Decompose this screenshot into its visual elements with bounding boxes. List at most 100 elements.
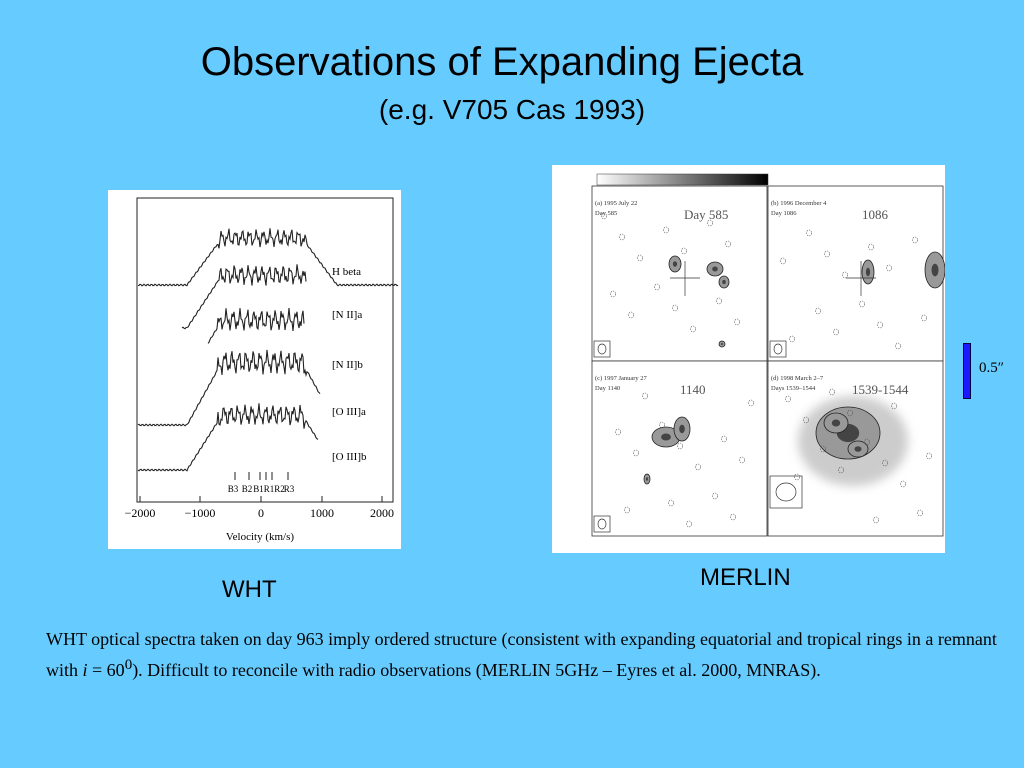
noise-contour xyxy=(610,290,616,298)
text: WHT optical spectra taken on day 963 imp… xyxy=(46,629,997,680)
noise-contour xyxy=(815,307,821,315)
noise-contour xyxy=(668,499,674,507)
noise-contour xyxy=(633,449,639,457)
noise-contour xyxy=(642,392,648,400)
spectrum-curve xyxy=(137,403,319,472)
beam-box xyxy=(593,515,611,533)
noise-contour xyxy=(659,421,665,429)
beam-box xyxy=(593,340,611,358)
noise-contour xyxy=(730,513,736,521)
text: ). Difficult to reconcile with radio obs… xyxy=(132,660,821,680)
noise-contour xyxy=(891,402,897,410)
subtitle: (e.g. V705 Cas 1993) xyxy=(378,94,646,125)
map-panel xyxy=(591,360,768,537)
emission-core xyxy=(865,267,871,277)
panel-day: Day 1086 xyxy=(771,210,797,217)
panel-label: 1086 xyxy=(862,207,889,222)
emission-core xyxy=(661,433,671,441)
x-tick-label: −1000 xyxy=(185,506,216,520)
emission-core xyxy=(720,342,724,346)
spectrum-curve xyxy=(181,264,307,330)
noise-contour xyxy=(824,250,830,258)
title: Observations of Expanding Ejecta xyxy=(200,40,804,84)
line-label: [O III]b xyxy=(332,451,367,463)
emission-core xyxy=(722,279,726,285)
noise-contour xyxy=(707,219,713,227)
noise-contour xyxy=(677,442,683,450)
noise-contour xyxy=(882,459,888,467)
noise-contour xyxy=(780,257,786,265)
figure-background xyxy=(108,190,401,549)
spectra-figure: H beta [N II]a [N II]b [O III]a [O III]b B3 B2… xyxy=(108,190,401,549)
plot-frame xyxy=(136,197,394,503)
x-axis-label: Velocity (km/s) xyxy=(226,531,294,543)
noise-contour xyxy=(601,212,607,220)
map-panel xyxy=(767,185,944,362)
noise-contour xyxy=(615,428,621,436)
noise-contour xyxy=(829,388,835,396)
noise-contour xyxy=(921,314,927,322)
x-tick-label: 2000 xyxy=(370,506,394,520)
panel-label: 1539-1544 xyxy=(852,382,909,397)
emission-core xyxy=(712,266,718,272)
panel-day: Day 585 xyxy=(595,210,617,217)
text: i xyxy=(82,660,88,680)
emission-core xyxy=(931,263,939,277)
noise-contour xyxy=(895,342,901,350)
radio-figure: (a) 1995 July 22 Day 585 Day 585 (b) 1996 D… xyxy=(552,165,945,553)
noise-contour xyxy=(926,452,932,460)
panel-label: Day 585 xyxy=(684,207,728,222)
emission-core xyxy=(679,424,685,434)
noise-contour xyxy=(864,438,870,446)
noise-contour xyxy=(739,456,745,464)
beam-box xyxy=(769,475,803,509)
noise-contour xyxy=(654,283,660,291)
noise-contour xyxy=(917,509,923,517)
panel-day: Days 1539–1544 xyxy=(771,385,816,392)
noise-contour xyxy=(803,416,809,424)
noise-contour xyxy=(900,480,906,488)
grayscale-bar xyxy=(596,173,769,186)
line-label: [N II]a xyxy=(332,309,362,321)
noise-contour xyxy=(842,271,848,279)
beam xyxy=(597,343,607,355)
emission-core xyxy=(854,446,862,452)
component-label: B2 xyxy=(242,484,253,494)
noise-contour xyxy=(628,311,634,319)
line-label: H beta xyxy=(332,266,361,278)
body-text: WHT optical spectra taken on day 963 imp… xyxy=(46,626,1006,683)
beam-box xyxy=(769,340,787,358)
noise-contour xyxy=(794,473,800,481)
panel-label: 1140 xyxy=(680,382,706,397)
noise-contour xyxy=(886,264,892,272)
noise-contour xyxy=(838,466,844,474)
noise-contour xyxy=(806,229,812,237)
noise-contour xyxy=(873,516,879,524)
noise-contour xyxy=(868,243,874,251)
noise-contour xyxy=(748,399,754,407)
scale-bar xyxy=(963,343,971,399)
noise-contour xyxy=(734,318,740,326)
noise-contour xyxy=(624,506,630,514)
noise-contour xyxy=(789,335,795,343)
beam xyxy=(773,343,783,355)
noise-contour xyxy=(877,321,883,329)
emission-core xyxy=(831,419,841,427)
noise-contour xyxy=(833,328,839,336)
x-tick-label: 0 xyxy=(258,506,264,520)
component-label: R3 xyxy=(284,484,295,494)
panel-header: (d) 1998 March 2–7 xyxy=(771,375,824,382)
scale-label: 0.5″ xyxy=(979,360,1004,376)
panel-header: (a) 1995 July 22 xyxy=(595,200,637,207)
spectrum-curve xyxy=(138,228,399,287)
emission-core xyxy=(672,261,678,267)
caption: WHT xyxy=(222,576,277,603)
noise-contour xyxy=(716,297,722,305)
noise-contour xyxy=(681,247,687,255)
noise-contour xyxy=(690,325,696,333)
map-panel xyxy=(591,185,768,362)
noise-contour xyxy=(686,520,692,528)
spectrum-curve xyxy=(207,308,305,344)
noise-contour xyxy=(725,240,731,248)
